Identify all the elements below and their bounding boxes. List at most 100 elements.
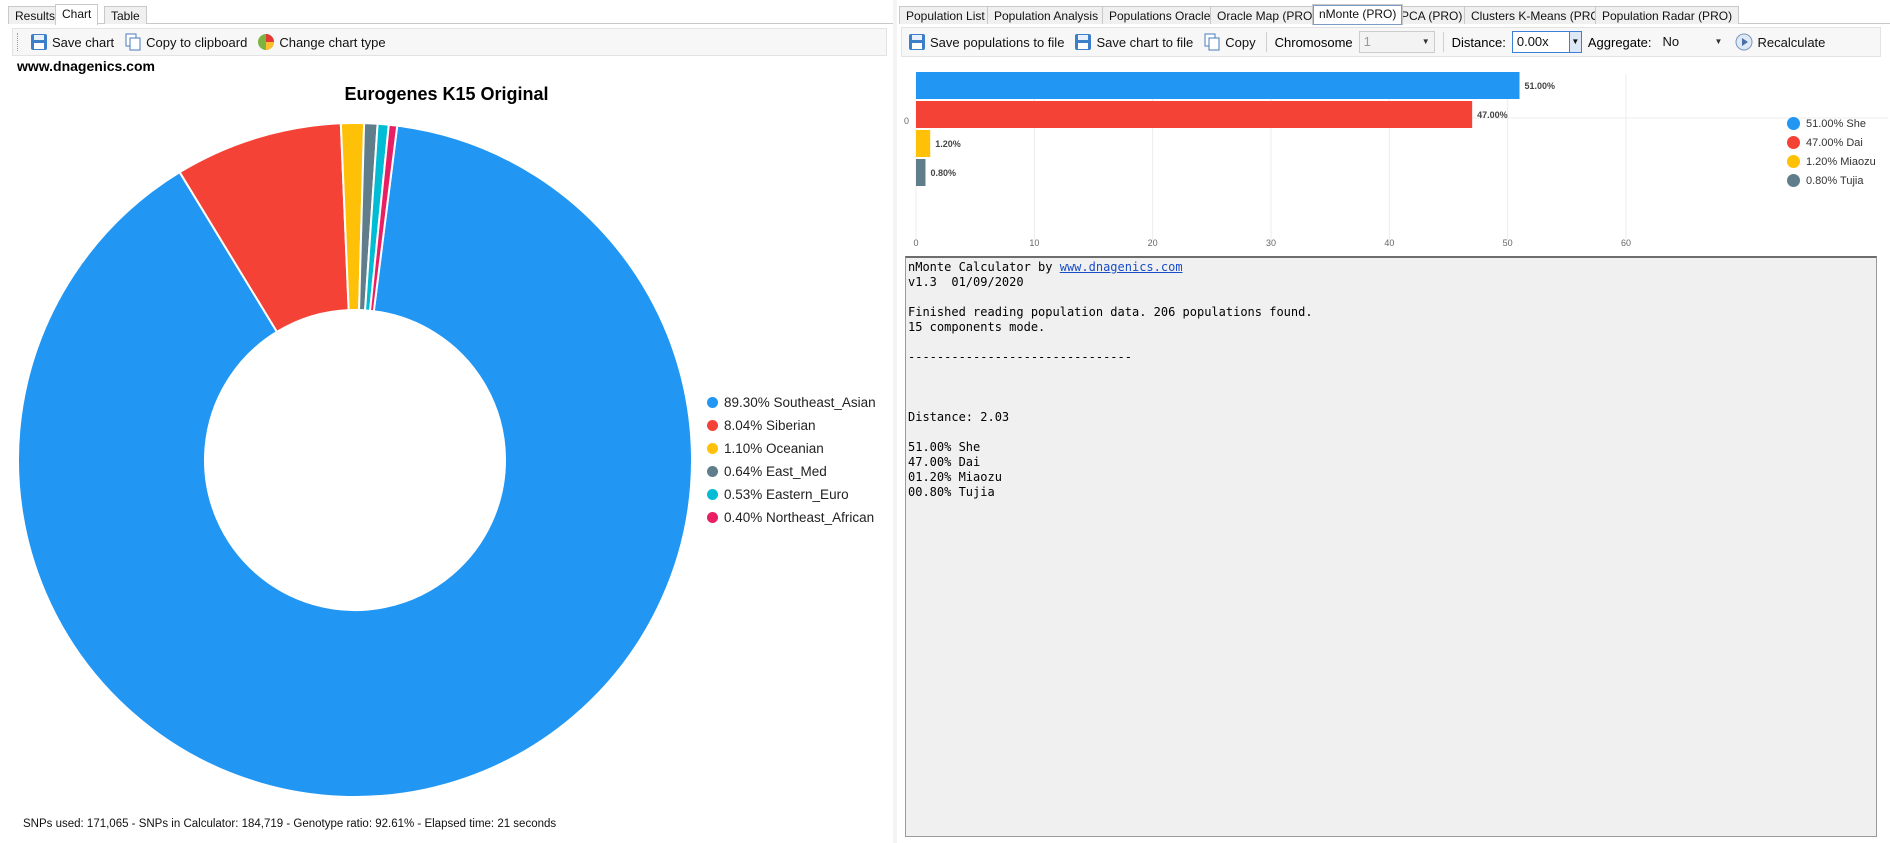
toolbar-separator [1442,32,1444,52]
nmonte-output[interactable]: nMonte Calculator by www.dnagenics.com v… [905,256,1877,837]
tab-clusters-kmeans[interactable]: Clusters K-Means (PRO) [1464,6,1611,24]
tab-table[interactable]: Table [104,6,147,24]
copy-label: Copy [1225,34,1256,50]
log-blank [908,380,1874,395]
log-distance: Distance: 2.03 [908,410,1010,424]
x-tick-label: 40 [1384,238,1394,248]
log-blank [908,335,1874,350]
save-chart-label: Save chart [52,34,115,50]
legend-item: 1.20% Miaozu [1787,152,1876,171]
legend-item: 0.53% Eastern_Euro [707,483,876,506]
log-result: 01.20% Miaozu [908,470,1002,484]
bar [916,72,1520,99]
tab-population-radar[interactable]: Population Radar (PRO) [1595,6,1740,24]
pie-slice [368,123,399,313]
save-populations-button[interactable]: Save populations to file [906,33,1066,51]
bar-value-label: 51.00% [1525,81,1556,91]
chart-title: Eurogenes K15 Original [344,84,549,104]
nmonte-bar-chart: 0 10 20 30 40 50 60 0 51.00% 47.00% 1.20% 0.80% [904,72,1888,248]
tab-results[interactable]: Results [8,6,63,24]
aggregate-value: No [1662,34,1680,49]
recalculate-button[interactable]: Recalculate [1733,33,1827,51]
nmonte-toolbar: Save populations to file Save chart to f… [901,27,1881,57]
chevron-down-icon[interactable]: ▼ [1568,32,1581,52]
legend-label: 1.10% Oceanian [724,441,824,456]
site-label: www.dnagenics.com [17,58,155,74]
copy-clipboard-label: Copy to clipboard [146,34,248,50]
legend-dot [707,443,718,454]
tab-nmonte[interactable]: nMonte (PRO) [1312,4,1404,25]
right-tabstrip: Population List Population Analysis Popu… [899,4,1890,25]
legend-item: 1.10% Oceanian [707,437,876,460]
tab-population-analysis[interactable]: Population Analysis [987,6,1106,24]
toolbar-grip[interactable] [17,33,20,51]
log-blank [908,395,1874,410]
dnagenics-link[interactable]: www.dnagenics.com [1059,260,1183,274]
legend-label: 1.20% Miaozu [1806,155,1876,168]
pane-splitter[interactable] [893,0,897,843]
tab-chart[interactable]: Chart [55,4,99,25]
legend-item: 47.00% Dai [1787,133,1876,152]
legend-item: 0.40% Northeast_African [707,506,876,529]
copy-icon [1204,33,1220,51]
legend-dot [1787,136,1800,149]
chromosome-select[interactable]: 1 ▼ [1358,31,1435,53]
legend-label: 0.40% Northeast_African [724,510,875,525]
legend-label: 0.53% Eastern_Euro [724,487,849,502]
log-result: 47.00% Dai [908,455,981,469]
donut-chart [17,122,693,798]
log-version: v1.3 01/09/2020 [908,275,1024,289]
play-icon [1735,33,1753,51]
save-populations-label: Save populations to file [930,34,1065,50]
change-chart-type-button[interactable]: Change chart type [255,33,387,51]
legend-dot [707,512,718,523]
floppy-icon [1075,34,1092,50]
tab-pca[interactable]: PCA (PRO) [1394,6,1470,24]
save-chart-file-label: Save chart to file [1096,34,1194,50]
legend-label: 0.80% Tujia [1806,174,1864,187]
left-tabstrip: Results Chart Table [8,4,893,25]
distance-select[interactable]: 0.00x ▼ [1511,31,1582,53]
log-title-line: nMonte Calculator by www.dnagenics.com [908,260,1874,275]
save-chart-file-button[interactable]: Save chart to file [1072,33,1195,51]
legend-dot [707,397,718,408]
copy-button[interactable]: Copy [1201,33,1257,51]
bar-legend: 51.00% She 47.00% Dai 1.20% Miaozu 0.80%… [1787,114,1876,190]
tab-population-list[interactable]: Population List [899,6,992,24]
legend-item: 89.30% Southeast_Asian [707,391,876,414]
floppy-icon [31,34,47,50]
legend-label: 0.64% East_Med [724,464,827,479]
distance-label: Distance: [1451,34,1506,50]
x-tick-label: 30 [1266,238,1276,248]
bar-value-label: 0.80% [930,168,956,178]
legend-label: 51.00% She [1806,117,1866,130]
bar [916,101,1473,128]
aggregate-label: Aggregate: [1587,34,1652,50]
tab-oracle-map[interactable]: Oracle Map (PRO) [1210,6,1324,24]
save-chart-button[interactable]: Save chart [28,33,116,51]
bar-value-label: 47.00% [1477,110,1508,120]
legend-dot [1787,117,1800,130]
log-blank [908,425,1874,440]
chevron-down-icon: ▼ [1421,37,1430,46]
pie-chart-icon [258,34,275,50]
x-tick-label: 50 [1503,238,1513,248]
legend-item: 0.64% East_Med [707,460,876,483]
aggregate-select[interactable]: No ▼ [1657,31,1727,53]
chromosome-label: Chromosome [1274,34,1353,50]
copy-icon [125,33,141,51]
log-mode: 15 components mode. [908,320,1046,334]
log-blank [908,290,1874,305]
log-blank [908,365,1874,380]
log-result: 00.80% Tujia [908,485,995,499]
x-tick-label: 20 [1148,238,1158,248]
chart-toolbar: Save chart Copy to clipboard Change char… [12,28,887,56]
distance-value: 0.00x [1516,34,1549,49]
x-tick-label: 10 [1029,238,1039,248]
copy-clipboard-button[interactable]: Copy to clipboard [122,33,249,51]
legend-item: 51.00% She [1787,114,1876,133]
legend-label: 8.04% Siberian [724,418,816,433]
recalculate-label: Recalculate [1757,34,1826,50]
legend-dot [707,420,718,431]
tab-populations-oracle[interactable]: Populations Oracle [1102,6,1218,24]
